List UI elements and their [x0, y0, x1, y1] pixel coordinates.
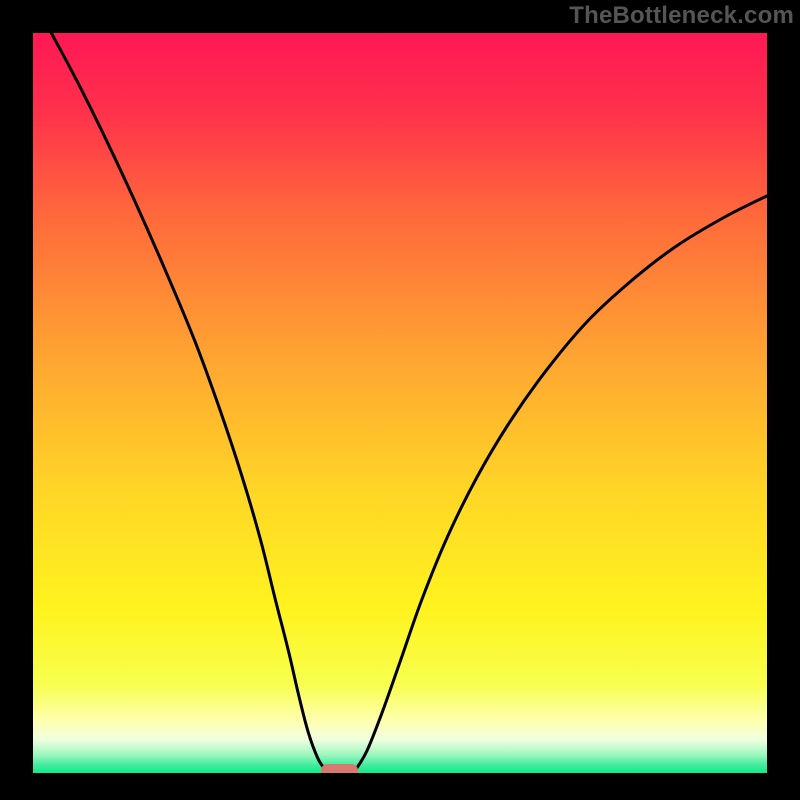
plot-area	[33, 33, 767, 773]
curve-left-branch	[51, 33, 325, 769]
chart-frame	[0, 0, 800, 800]
curve-right-branch	[356, 196, 767, 770]
watermark-label: TheBottleneck.com	[569, 2, 794, 29]
chart-minimum-marker	[321, 764, 358, 773]
watermark-text: TheBottleneck.com	[569, 2, 794, 30]
chart-curves	[33, 33, 767, 773]
